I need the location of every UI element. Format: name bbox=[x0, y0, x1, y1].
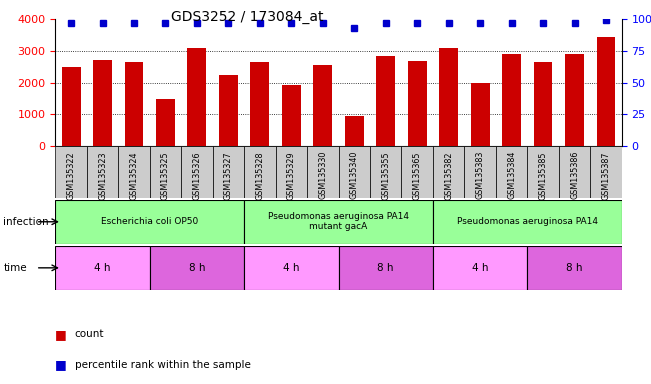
Text: GSM135386: GSM135386 bbox=[570, 151, 579, 199]
Bar bbox=[87, 146, 118, 198]
Text: GSM135324: GSM135324 bbox=[130, 151, 139, 200]
Text: 4 h: 4 h bbox=[472, 263, 488, 273]
Text: GSM135328: GSM135328 bbox=[255, 151, 264, 200]
Bar bbox=[150, 146, 181, 198]
Text: GSM135387: GSM135387 bbox=[602, 151, 611, 200]
Text: GSM135330: GSM135330 bbox=[318, 151, 327, 199]
Text: GSM135365: GSM135365 bbox=[413, 151, 422, 200]
Bar bbox=[339, 246, 433, 290]
Text: GSM135325: GSM135325 bbox=[161, 151, 170, 200]
Bar bbox=[118, 146, 150, 198]
Text: percentile rank within the sample: percentile rank within the sample bbox=[75, 360, 251, 370]
Text: Pseudomonas aeruginosa PA14: Pseudomonas aeruginosa PA14 bbox=[457, 217, 598, 226]
Bar bbox=[339, 146, 370, 198]
Bar bbox=[219, 75, 238, 146]
Text: GSM135384: GSM135384 bbox=[507, 151, 516, 199]
Text: GSM135382: GSM135382 bbox=[444, 151, 453, 200]
Bar bbox=[402, 146, 433, 198]
Bar bbox=[93, 60, 112, 146]
Bar bbox=[527, 146, 559, 198]
Bar bbox=[433, 146, 464, 198]
Text: 8 h: 8 h bbox=[566, 263, 583, 273]
Text: 4 h: 4 h bbox=[283, 263, 299, 273]
Bar bbox=[124, 62, 143, 146]
Text: ■: ■ bbox=[55, 358, 67, 371]
Text: GSM135326: GSM135326 bbox=[193, 151, 201, 200]
Bar bbox=[527, 246, 622, 290]
Bar bbox=[187, 48, 206, 146]
Bar bbox=[282, 85, 301, 146]
Text: GSM135385: GSM135385 bbox=[538, 151, 547, 200]
Text: 4 h: 4 h bbox=[94, 263, 111, 273]
Bar bbox=[244, 146, 275, 198]
Bar bbox=[55, 200, 244, 244]
Text: GSM135327: GSM135327 bbox=[224, 151, 233, 200]
Text: GSM135323: GSM135323 bbox=[98, 151, 107, 200]
Text: infection: infection bbox=[3, 217, 49, 227]
Text: count: count bbox=[75, 329, 104, 339]
Bar bbox=[55, 246, 150, 290]
Bar bbox=[433, 246, 527, 290]
Text: GSM135322: GSM135322 bbox=[66, 151, 76, 200]
Text: GSM135329: GSM135329 bbox=[287, 151, 296, 200]
Bar bbox=[181, 146, 213, 198]
Bar bbox=[156, 99, 175, 146]
Text: GSM135383: GSM135383 bbox=[476, 151, 484, 199]
Bar bbox=[596, 37, 615, 146]
Text: Escherichia coli OP50: Escherichia coli OP50 bbox=[101, 217, 199, 226]
Bar bbox=[471, 83, 490, 146]
Text: GDS3252 / 173084_at: GDS3252 / 173084_at bbox=[171, 10, 324, 23]
Bar bbox=[590, 146, 622, 198]
Bar bbox=[62, 67, 81, 146]
Bar bbox=[244, 200, 433, 244]
Bar bbox=[313, 65, 332, 146]
Bar bbox=[275, 146, 307, 198]
Bar bbox=[345, 116, 364, 146]
Text: 8 h: 8 h bbox=[189, 263, 205, 273]
Bar bbox=[376, 56, 395, 146]
Bar bbox=[464, 146, 496, 198]
Text: GSM135355: GSM135355 bbox=[381, 151, 390, 200]
Text: 8 h: 8 h bbox=[378, 263, 394, 273]
Bar bbox=[307, 146, 339, 198]
Bar bbox=[534, 62, 553, 146]
Bar bbox=[150, 246, 244, 290]
Bar bbox=[439, 48, 458, 146]
Bar bbox=[251, 62, 270, 146]
Bar bbox=[433, 200, 622, 244]
Bar bbox=[559, 146, 590, 198]
Text: time: time bbox=[3, 263, 27, 273]
Text: ■: ■ bbox=[55, 328, 67, 341]
Text: Pseudomonas aeruginosa PA14
mutant gacA: Pseudomonas aeruginosa PA14 mutant gacA bbox=[268, 212, 409, 232]
Bar bbox=[408, 61, 426, 146]
Text: GSM135340: GSM135340 bbox=[350, 151, 359, 199]
Bar bbox=[213, 146, 244, 198]
Bar bbox=[244, 246, 339, 290]
Bar bbox=[502, 54, 521, 146]
Bar bbox=[370, 146, 402, 198]
Bar bbox=[496, 146, 527, 198]
Bar bbox=[55, 146, 87, 198]
Bar bbox=[565, 54, 584, 146]
